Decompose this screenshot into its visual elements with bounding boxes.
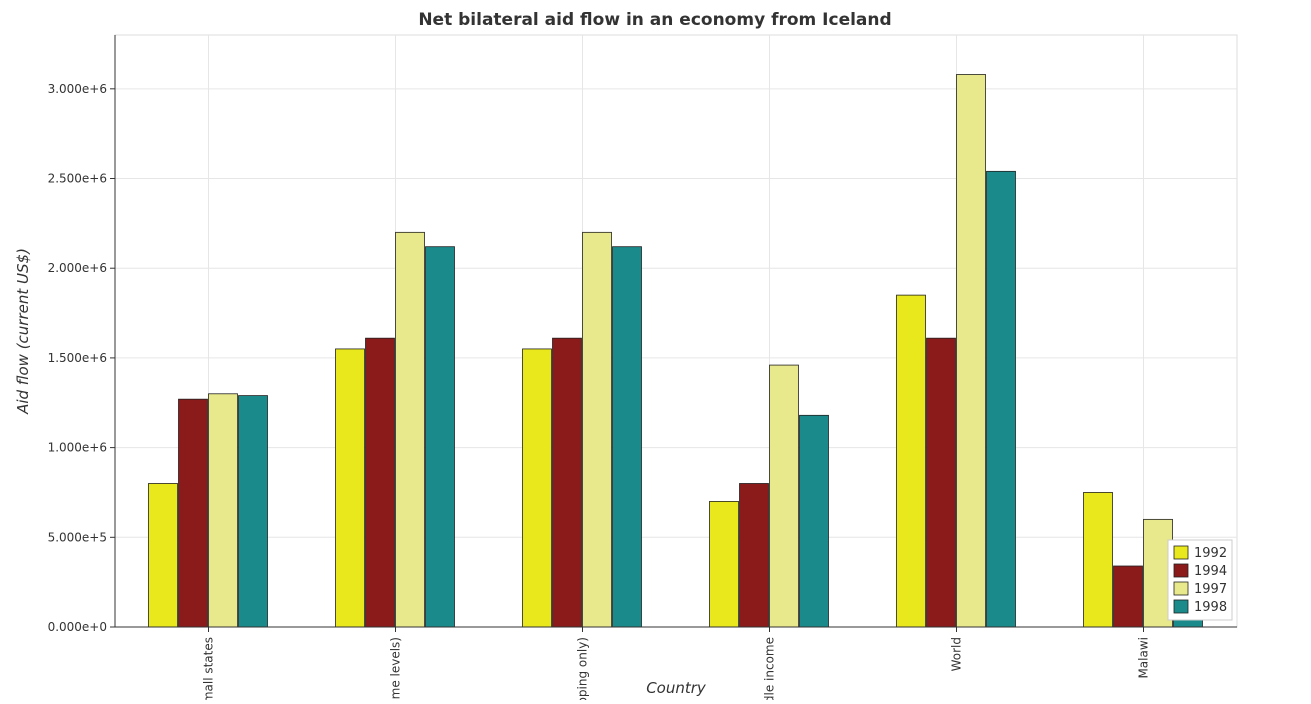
legend-label-1992: 1992 [1194,546,1227,561]
bar-1994-4 [926,337,956,628]
y-tick-label: 1.000e+6 [48,441,107,455]
y-tick-label: 5.000e+5 [48,530,107,544]
bars [148,74,1203,628]
grid-lines [114,34,1238,628]
bar-1998-1 [425,246,455,628]
legend-swatch-1992 [1173,545,1189,560]
legend-label-1997: 1997 [1194,582,1227,597]
y-tick-label: 2.500e+6 [48,172,107,186]
bar-1992-3 [709,501,739,628]
bar-1997-3 [769,364,799,628]
bar-1998-4 [986,170,1016,628]
legend-label-1998: 1998 [1194,600,1227,615]
bar-1994-0 [178,398,208,628]
x-tick-label: Sub-Saharan Africa (all income levels) [389,637,403,700]
bar-1992-0 [148,483,178,628]
legend-swatch-1994 [1173,563,1189,578]
legend-swatch-1997 [1173,581,1189,596]
bar-1997-1 [395,231,425,628]
bar-1994-2 [552,337,582,628]
bar-1997-4 [956,74,986,628]
bar-1994-1 [365,337,395,628]
y-tick-label: 0.000e+0 [48,620,107,634]
bar-1992-5 [1083,492,1113,628]
y-tick-label: 2.000e+6 [48,261,107,275]
bar-1997-2 [582,231,612,628]
x-tick-label: Malawi [1137,637,1151,679]
chart-title: Net bilateral aid flow in an economy fro… [418,10,891,30]
x-tick-label: World [950,637,964,671]
bar-1997-0 [208,393,238,628]
bar-1998-0 [238,395,268,628]
axes: 0.000e+0 5.000e+5 1.000e+6 1.500e+6 2.000e+6… [48,35,1237,704]
bar-1992-2 [522,348,552,628]
x-tick-label: Sub-Saharan Africa (developing only) [576,637,590,700]
x-tick-label: Small states [202,637,216,700]
bar-1994-5 [1113,565,1143,628]
bar-1992-4 [896,294,926,628]
x-tick-label: Upper middle income [763,637,777,700]
x-axis-label: Country [646,679,707,697]
legend: 1992 1994 1997 1998 [1167,539,1233,621]
bar-1994-3 [739,483,769,628]
bar-1998-3 [799,414,829,628]
y-tick-label: 1.500e+6 [48,351,107,365]
bar-1992-1 [335,348,365,628]
y-axis-label: Aid flow (current US$) [14,248,32,415]
plot-area [114,34,1238,628]
legend-label-1994: 1994 [1194,564,1227,579]
bar-1998-2 [612,246,642,628]
y-tick-label: 3.000e+6 [48,82,107,96]
legend-swatch-1998 [1173,599,1189,614]
